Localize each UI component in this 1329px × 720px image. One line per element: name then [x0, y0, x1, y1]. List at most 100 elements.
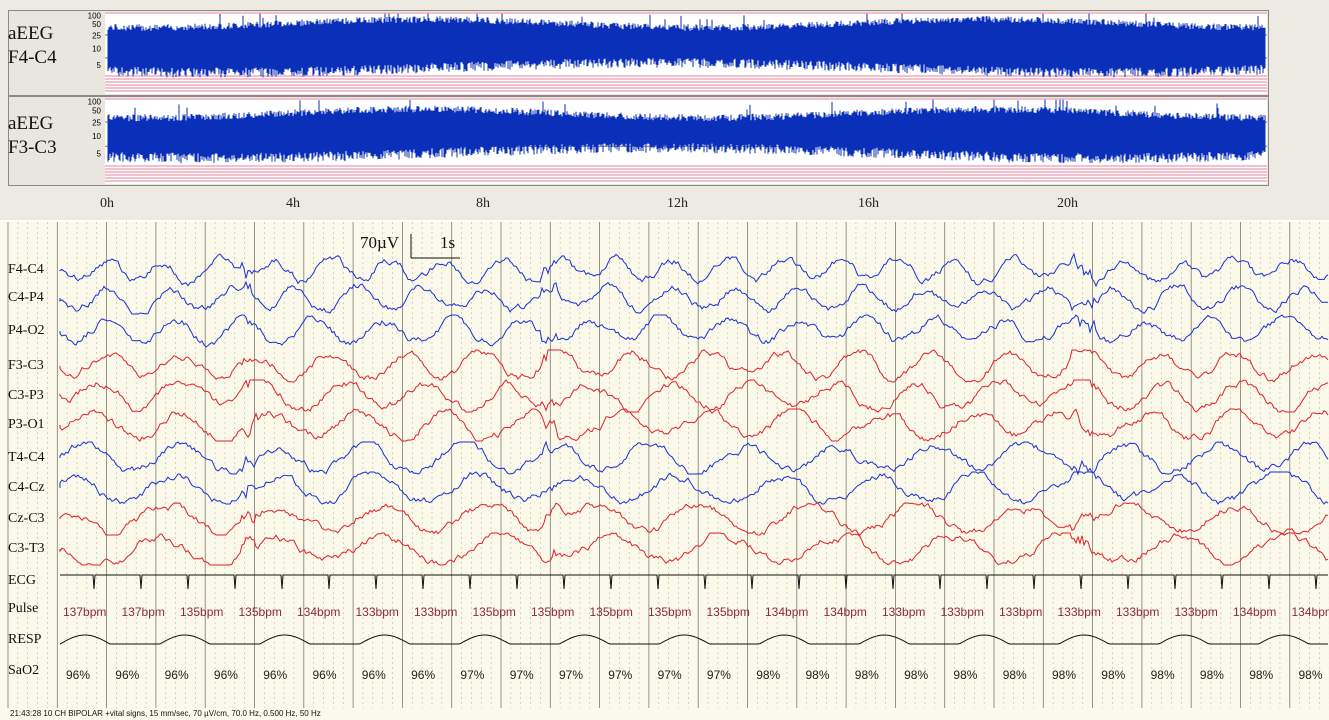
eeg-trace — [59, 502, 1329, 536]
channel-label: F3-C3 — [8, 358, 44, 373]
time-label-16h: 16h — [858, 196, 879, 211]
channel-label: Cz-C3 — [8, 511, 45, 526]
aeeg-label-1-line2: F4-C4 — [8, 47, 57, 68]
aeeg-scale-tick: 10 — [92, 132, 101, 141]
sao2-value: 97% — [509, 668, 534, 682]
pulse-value: 135bpm — [238, 605, 282, 619]
pulse-value: 137bpm — [121, 605, 165, 619]
channel-label: C3-P3 — [8, 388, 44, 403]
sao2-value: 97% — [559, 668, 584, 682]
sao2-value: 98% — [1052, 668, 1077, 682]
sao2-value: 97% — [657, 668, 682, 682]
aeeg-label-1: aEEG F4-C4 — [8, 22, 57, 70]
sao2-value: 96% — [312, 668, 337, 682]
channel-label: F4-C4 — [8, 262, 44, 277]
sao2-value: 97% — [608, 668, 633, 682]
channel-label: C3-T3 — [8, 541, 45, 556]
recording-info-footer: 21:43:28 10 CH BIPOLAR +vital signs, 15 … — [10, 709, 321, 718]
time-label-8h: 8h — [476, 196, 490, 211]
sao2-value: 96% — [263, 668, 288, 682]
sao2-value: 97% — [460, 668, 485, 682]
sao2-value: 98% — [1101, 668, 1126, 682]
sao2-value: 96% — [411, 668, 436, 682]
pulse-value: 135bpm — [180, 605, 224, 619]
aeeg-scale-tick: 100 — [88, 12, 102, 21]
pulse-value: 135bpm — [472, 605, 516, 619]
sao2-value: 98% — [1249, 668, 1274, 682]
aeeg-trace — [107, 13, 1266, 78]
eeg-trace — [59, 349, 1329, 383]
pulse-value: 133bpm — [414, 605, 458, 619]
channel-label: RESP — [8, 632, 42, 647]
pulse-value: 133bpm — [999, 605, 1043, 619]
time-label-20h: 20h — [1057, 196, 1078, 211]
pulse-value: 134bpm — [765, 605, 809, 619]
aeeg-label-2-line1: aEEG — [8, 113, 54, 134]
channel-label: ECG — [8, 573, 36, 588]
sao2-value: 98% — [1002, 668, 1027, 682]
sao2-value: 97% — [706, 668, 731, 682]
pulse-value: 133bpm — [940, 605, 984, 619]
pulse-value: 135bpm — [648, 605, 692, 619]
sao2-value: 96% — [361, 668, 386, 682]
sao2-value: 98% — [904, 668, 929, 682]
sao2-value: 98% — [953, 668, 978, 682]
aeeg-scale-tick: 25 — [92, 118, 101, 127]
sao2-value: 98% — [1298, 668, 1323, 682]
eeg-trace — [59, 408, 1329, 442]
channel-label: T4-C4 — [8, 450, 45, 465]
sao2-value: 98% — [805, 668, 830, 682]
eeg-trace — [59, 280, 1329, 315]
channel-label: C4-Cz — [8, 480, 45, 495]
sao2-value: 98% — [1199, 668, 1224, 682]
eeg-trace — [59, 379, 1329, 413]
pulse-value: 135bpm — [706, 605, 750, 619]
sao2-value: 96% — [213, 668, 238, 682]
channel-label: Pulse — [8, 601, 39, 616]
pulse-value: 133bpm — [882, 605, 926, 619]
aeeg-trend-panel: aEEG F4-C4 aEEG F3-C3 100 50 25 10 5 100 50 25 1… — [0, 0, 1329, 220]
aeeg-scale-tick: 25 — [92, 31, 101, 40]
eeg-trace — [59, 440, 1329, 476]
aeeg-scale-tick: 50 — [92, 20, 101, 29]
channel-label: P3-O1 — [8, 417, 45, 432]
sao2-value: 98% — [854, 668, 879, 682]
aeeg-scale-tick: 50 — [92, 106, 101, 115]
pulse-value: 134bpm — [823, 605, 867, 619]
eeg-trace — [59, 532, 1329, 566]
channel-label: SaO2 — [8, 663, 40, 678]
eeg-raw-panel — [0, 222, 1329, 720]
calibration-time: 1s — [440, 233, 456, 252]
channel-label: P4-O2 — [8, 323, 45, 338]
aeeg-label-1-line1: aEEG — [8, 23, 54, 44]
ecg-trace — [60, 574, 1328, 590]
aeeg-scale-tick: 10 — [92, 44, 101, 53]
time-label-4h: 4h — [286, 196, 300, 211]
sao2-value: 96% — [115, 668, 140, 682]
sao2-value: 96% — [164, 668, 189, 682]
pulse-value: 133bpm — [1057, 605, 1101, 619]
eeg-trace — [59, 252, 1329, 288]
aeeg-scale-tick: 100 — [88, 98, 102, 107]
sao2-value: 98% — [1150, 668, 1175, 682]
sao2-value: 96% — [66, 668, 91, 682]
pulse-value: 133bpm — [1174, 605, 1218, 619]
time-label-12h: 12h — [667, 196, 688, 211]
pulse-value: 133bpm — [355, 605, 399, 619]
aeeg-label-2-line2: F3-C3 — [8, 137, 57, 158]
pulse-value: 137bpm — [63, 605, 107, 619]
aeeg-label-2: aEEG F3-C3 — [8, 112, 57, 160]
eeg-traces — [7, 222, 1329, 708]
pulse-value: 134bpm — [297, 605, 341, 619]
pulse-value: 134bpm — [1291, 605, 1329, 619]
pulse-value: 135bpm — [531, 605, 575, 619]
eeg-trace — [59, 314, 1329, 348]
sao2-value: 98% — [756, 668, 781, 682]
channel-label: C4-P4 — [8, 290, 44, 305]
aeeg-trace — [107, 99, 1266, 164]
calibration-amplitude: 70µV — [360, 233, 400, 252]
resp-trace — [59, 634, 1328, 645]
pulse-value: 133bpm — [1116, 605, 1160, 619]
aeeg-scale-tick: 5 — [97, 149, 102, 158]
